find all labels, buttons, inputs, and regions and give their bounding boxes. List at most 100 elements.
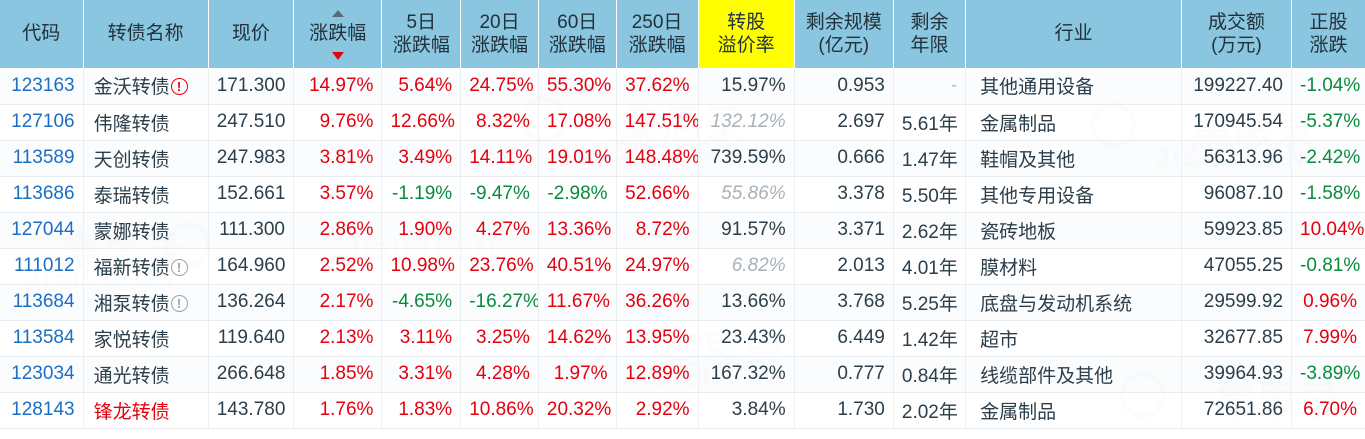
table-row[interactable]: 113584 家悦转债 119.640 2.13% 3.11% 3.25% 14.62% 13…	[0, 320, 1365, 357]
column-header-chg60[interactable]: 60日 涨跌幅	[538, 0, 617, 68]
column-header-name[interactable]: 转债名称	[83, 0, 209, 68]
column-header-size[interactable]: 剩余规模 (亿元)	[794, 0, 894, 68]
column-header-label: 剩余规模	[805, 11, 882, 33]
table-row[interactable]: 123163 金沃转债! 171.300 14.97% 5.64% 24.75% 55.30…	[0, 68, 1365, 105]
column-header-code[interactable]: 代码	[0, 0, 84, 68]
table-row[interactable]: 128143 锋龙转债 143.780 1.76% 1.83% 10.86% 20.32% 2…	[0, 392, 1365, 429]
bond-name-link[interactable]: 家悦转债	[83, 320, 209, 357]
cell-chg60: 14.62%	[538, 320, 617, 357]
table-row[interactable]: 113589 天创转债 247.983 3.81% 3.49% 14.11% 19.01% 1…	[0, 140, 1365, 177]
underlying-stock-change: 6.70%	[1291, 392, 1365, 429]
warning-exclamation-icon[interactable]: !	[170, 294, 188, 312]
column-header-industry[interactable]: 行业	[965, 0, 1182, 68]
cell-chg250: 2.92%	[616, 392, 699, 429]
column-header-label: 转债名称	[107, 23, 184, 45]
underlying-stock-change: 10.04%	[1291, 212, 1365, 249]
bond-name-link[interactable]: 金沃转债!	[83, 68, 209, 105]
current-price: 247.983	[208, 140, 294, 177]
column-header-label: 转股	[727, 11, 766, 33]
current-price: 266.648	[208, 356, 294, 393]
column-header-label: 成交额	[1207, 11, 1265, 33]
cell-chg250: 37.62%	[616, 68, 699, 105]
cell-chg60: 20.32%	[538, 392, 617, 429]
cell-chg20: -9.47%	[460, 176, 539, 213]
cell-chg250: 12.89%	[616, 356, 699, 393]
bond-name-link[interactable]: 泰瑞转债	[83, 176, 209, 213]
sort-control-chg[interactable]: 涨跌幅	[307, 10, 368, 60]
bond-name-link[interactable]: 天创转债	[83, 140, 209, 177]
current-price: 171.300	[208, 68, 294, 105]
cell-chg250: 148.48%	[616, 140, 699, 177]
table-body: 123163 金沃转债! 171.300 14.97% 5.64% 24.75% 55.30…	[0, 68, 1365, 429]
bond-name-label: 湘泵转债	[93, 293, 170, 315]
cell-chg20: 10.86%	[460, 392, 539, 429]
bond-name-link[interactable]: 湘泵转债!	[83, 284, 209, 321]
bond-code-link[interactable]: 113686	[0, 176, 84, 213]
conversion-premium-rate: 55.86%	[698, 176, 795, 213]
current-price: 111.300	[208, 212, 294, 249]
table-row[interactable]: 113686 泰瑞转债 152.661 3.57% -1.19% -9.47% -2.98%…	[0, 176, 1365, 213]
cell-chg5: 3.31%	[381, 356, 462, 393]
conversion-premium-rate: 23.43%	[698, 320, 795, 357]
cell-chg60: 1.97%	[538, 356, 617, 393]
sort-descending-arrow-icon[interactable]	[331, 51, 344, 60]
bond-name-label: 家悦转债	[93, 329, 170, 351]
bond-name-link[interactable]: 锋龙转债	[83, 392, 209, 429]
cell-chg: 9.76%	[293, 104, 383, 141]
table-row[interactable]: 127106 伟隆转债 247.510 9.76% 12.66% 8.32% 17.08% 1…	[0, 104, 1365, 141]
remaining-size: 3.371	[794, 212, 894, 249]
bond-name-label: 锋龙转债	[93, 401, 170, 423]
table-row[interactable]: 113684 湘泵转债! 136.264 2.17% -4.65% -16.27% 11.6…	[0, 284, 1365, 321]
bond-name-link[interactable]: 通光转债	[83, 356, 209, 393]
conversion-premium-rate: 91.57%	[698, 212, 795, 249]
column-header-chg250[interactable]: 250日 涨跌幅	[616, 0, 699, 68]
cell-chg60: 13.36%	[538, 212, 617, 249]
bond-name-label: 通光转债	[93, 365, 170, 387]
column-header-stock_chg[interactable]: 正股 涨跌	[1291, 0, 1365, 68]
bond-code-link[interactable]: 127106	[0, 104, 84, 141]
column-header-chg5[interactable]: 5日 涨跌幅	[381, 0, 462, 68]
column-header-price[interactable]: 现价	[208, 0, 294, 68]
underlying-stock-change: -1.58%	[1291, 176, 1365, 213]
cell-chg250: 147.51%	[616, 104, 699, 141]
bond-code-link[interactable]: 123034	[0, 356, 84, 393]
cell-chg250: 8.72%	[616, 212, 699, 249]
cell-chg60: 40.51%	[538, 248, 617, 285]
bond-code-link[interactable]: 123163	[0, 68, 84, 105]
column-header-chg[interactable]: 涨跌幅	[293, 0, 383, 68]
table-header: 代码 转债名称 现价 涨跌幅 5日 涨跌幅 20日 涨跌幅 60日 涨跌幅 250日 涨跌幅 转股 溢价率…	[0, 0, 1365, 68]
table-row[interactable]: 127044 蒙娜转债 111.300 2.86% 1.90% 4.27% 13.36% 8.…	[0, 212, 1365, 249]
remaining-years: 2.62年	[893, 212, 967, 249]
cell-chg5: -4.65%	[381, 284, 462, 321]
underlying-stock-change: -5.37%	[1291, 104, 1365, 141]
remaining-size: 0.953	[794, 68, 894, 105]
table-row[interactable]: 123034 通光转债 266.648 1.85% 3.31% 4.28% 1.97% 12.…	[0, 356, 1365, 393]
column-header-sublabel: 涨跌	[1309, 35, 1348, 56]
warning-exclamation-icon[interactable]: !	[170, 258, 188, 276]
underlying-stock-change: 0.96%	[1291, 284, 1365, 321]
warning-exclamation-icon[interactable]: !	[170, 78, 188, 96]
sort-ascending-arrow-icon[interactable]	[331, 10, 344, 18]
bond-code-link[interactable]: 113584	[0, 320, 84, 357]
turnover-amount: 56313.96	[1181, 140, 1293, 177]
cell-chg: 2.52%	[293, 248, 383, 285]
bond-name-link[interactable]: 伟隆转债	[83, 104, 209, 141]
column-header-years[interactable]: 剩余 年限	[893, 0, 967, 68]
bond-name-link[interactable]: 福新转债!	[83, 248, 209, 285]
bond-code-link[interactable]: 113684	[0, 284, 84, 321]
turnover-amount: 96087.10	[1181, 176, 1293, 213]
bond-name-link[interactable]: 蒙娜转债	[83, 212, 209, 249]
column-header-turnover[interactable]: 成交额 (万元)	[1181, 0, 1293, 68]
bond-code-link[interactable]: 111012	[0, 248, 84, 285]
remaining-size: 0.777	[794, 356, 894, 393]
column-header-chg20[interactable]: 20日 涨跌幅	[460, 0, 539, 68]
bond-name-label: 伟隆转债	[93, 113, 170, 135]
bond-code-link[interactable]: 128143	[0, 392, 84, 429]
column-header-premium[interactable]: 转股 溢价率	[698, 0, 795, 68]
table-row[interactable]: 111012 福新转债! 164.960 2.52% 10.98% 23.76% 40.51…	[0, 248, 1365, 285]
bond-code-link[interactable]: 127044	[0, 212, 84, 249]
underlying-stock-change: -1.04%	[1291, 68, 1365, 105]
column-header-sublabel: 涨跌幅	[392, 35, 450, 56]
bond-code-link[interactable]: 113589	[0, 140, 84, 177]
